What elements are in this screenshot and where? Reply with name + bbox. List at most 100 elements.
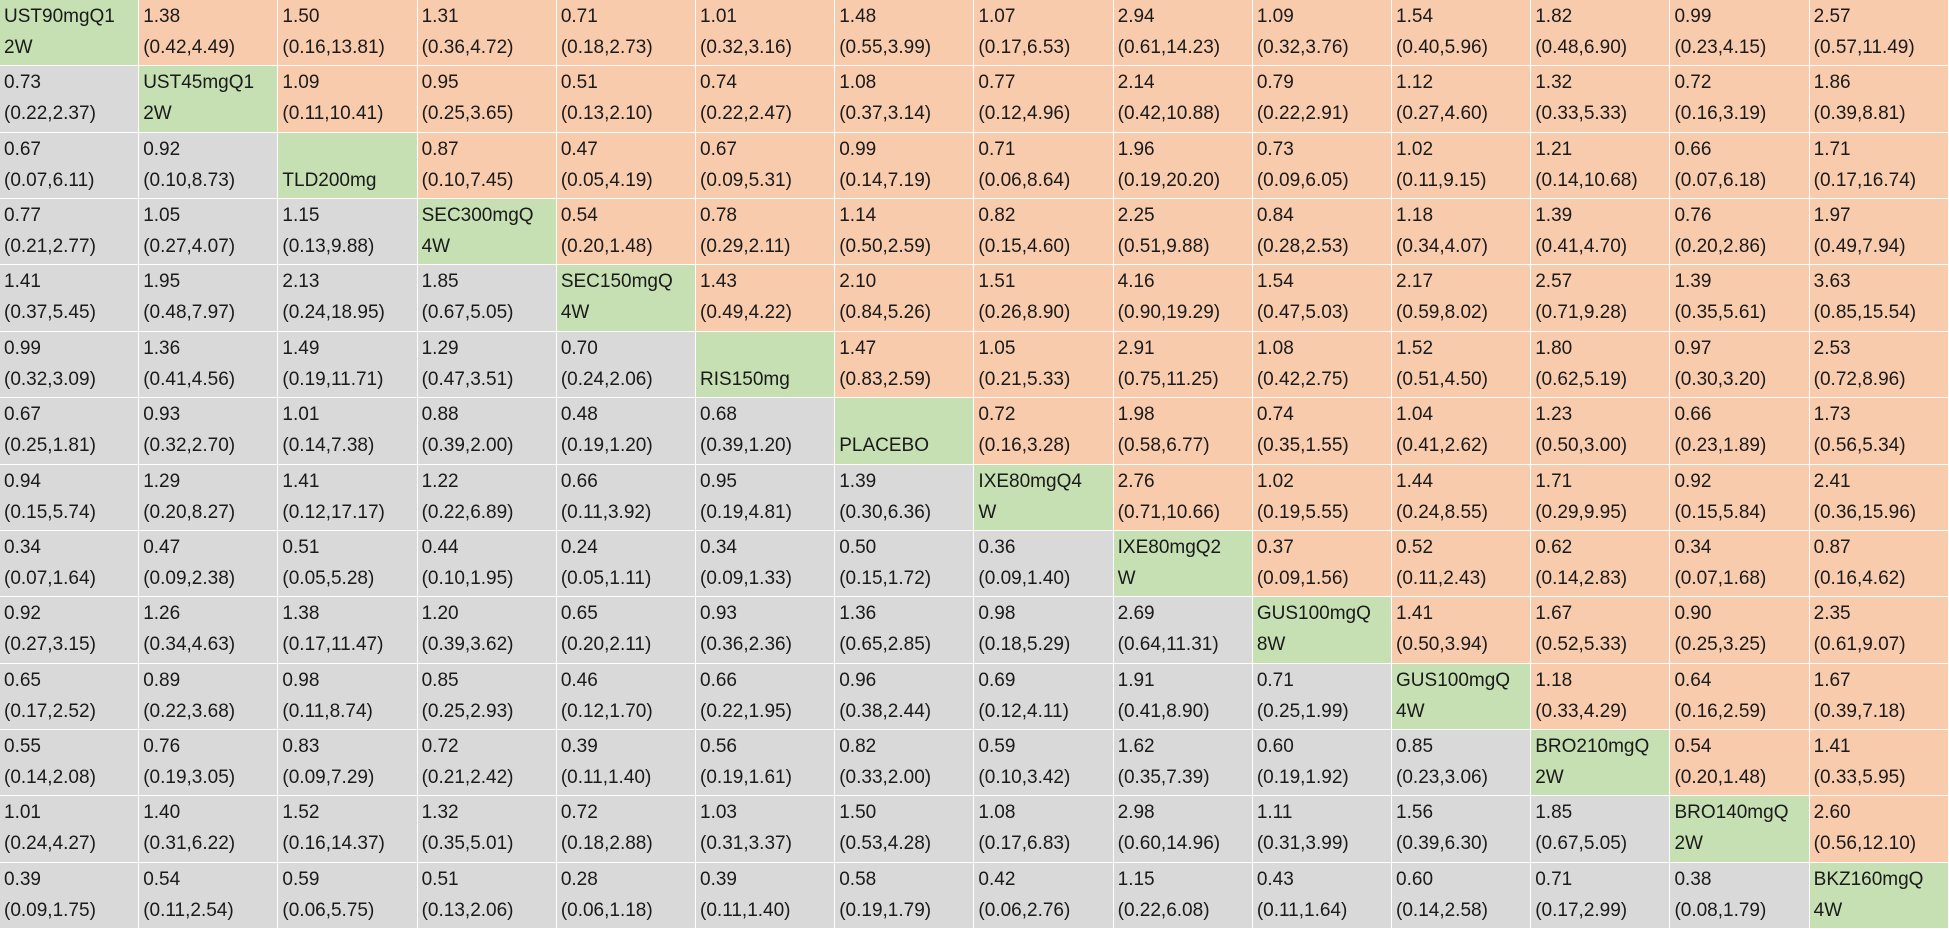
comparison-cell[interactable]: 1.02 (0.11,9.15): [1392, 132, 1532, 200]
comparison-cell[interactable]: 0.66 (0.11,3.92): [556, 464, 697, 531]
treatment-label-cell[interactable]: GUS100mgQ 4W: [1392, 663, 1532, 730]
comparison-cell[interactable]: 0.39 (0.09,1.75): [0, 862, 140, 929]
comparison-cell[interactable]: 1.47 (0.83,2.59): [835, 331, 975, 399]
comparison-cell[interactable]: 2.53 (0.72,8.96): [1809, 331, 1949, 399]
comparison-cell[interactable]: 1.31 (0.36,4.72): [417, 0, 557, 67]
comparison-cell[interactable]: 1.67 (0.52,5.33): [1531, 597, 1671, 664]
comparison-cell[interactable]: 4.16 (0.90,19.29): [1113, 265, 1253, 332]
comparison-cell[interactable]: 0.59 (0.06,5.75): [278, 862, 418, 929]
comparison-cell[interactable]: 1.41 (0.12,17.17): [278, 464, 418, 531]
comparison-cell[interactable]: 1.04 (0.41,2.62): [1392, 398, 1532, 465]
comparison-cell[interactable]: 1.50 (0.16,13.81): [278, 0, 418, 67]
comparison-cell[interactable]: 0.96 (0.38,2.44): [835, 663, 975, 730]
comparison-cell[interactable]: 0.88 (0.39,2.00): [417, 398, 557, 465]
comparison-cell[interactable]: 0.76 (0.19,3.05): [139, 729, 279, 797]
comparison-cell[interactable]: 1.29 (0.20,8.27): [139, 464, 279, 531]
comparison-cell[interactable]: 0.67 (0.07,6.11): [0, 132, 140, 200]
comparison-cell[interactable]: 2.57 (0.71,9.28): [1531, 265, 1671, 332]
comparison-cell[interactable]: 1.12 (0.27,4.60): [1392, 66, 1532, 133]
comparison-cell[interactable]: 0.56 (0.19,1.61): [696, 729, 836, 797]
comparison-cell[interactable]: 0.82 (0.33,2.00): [835, 729, 975, 797]
comparison-cell[interactable]: 0.34 (0.07,1.64): [0, 530, 140, 598]
comparison-cell[interactable]: 0.85 (0.25,2.93): [417, 663, 557, 730]
comparison-cell[interactable]: 0.44 (0.10,1.95): [417, 530, 557, 598]
comparison-cell[interactable]: 1.03 (0.31,3.37): [696, 796, 836, 863]
comparison-cell[interactable]: 1.09 (0.32,3.76): [1252, 0, 1393, 67]
comparison-cell[interactable]: 0.60 (0.19,1.92): [1252, 729, 1393, 797]
comparison-cell[interactable]: 0.72 (0.18,2.88): [556, 796, 697, 863]
comparison-cell[interactable]: 1.95 (0.48,7.97): [139, 265, 279, 332]
comparison-cell[interactable]: 0.42 (0.06,2.76): [974, 862, 1114, 929]
comparison-cell[interactable]: 1.40 (0.31,6.22): [139, 796, 279, 863]
comparison-cell[interactable]: 1.85 (0.67,5.05): [417, 265, 557, 332]
treatment-label-cell[interactable]: GUS100mgQ 8W: [1252, 597, 1393, 664]
comparison-cell[interactable]: 0.82 (0.15,4.60): [974, 199, 1114, 266]
comparison-cell[interactable]: 1.18 (0.33,4.29): [1531, 663, 1671, 730]
comparison-cell[interactable]: 1.85 (0.67,5.05): [1531, 796, 1671, 863]
comparison-cell[interactable]: 0.95 (0.25,3.65): [417, 66, 557, 133]
comparison-cell[interactable]: 1.52 (0.16,14.37): [278, 796, 418, 863]
comparison-cell[interactable]: 0.99 (0.23,4.15): [1670, 0, 1810, 67]
comparison-cell[interactable]: 1.38 (0.17,11.47): [278, 597, 418, 664]
comparison-cell[interactable]: 2.17 (0.59,8.02): [1392, 265, 1532, 332]
comparison-cell[interactable]: 0.94 (0.15,5.74): [0, 464, 140, 531]
comparison-cell[interactable]: 0.66 (0.23,1.89): [1670, 398, 1810, 465]
comparison-cell[interactable]: 1.44 (0.24,8.55): [1392, 464, 1532, 531]
comparison-cell[interactable]: 0.34 (0.07,1.68): [1670, 530, 1810, 598]
comparison-cell[interactable]: 1.15 (0.22,6.08): [1113, 862, 1253, 929]
treatment-label-cell[interactable]: UST45mgQ1 2W: [139, 66, 279, 133]
comparison-cell[interactable]: 0.95 (0.19,4.81): [696, 464, 836, 531]
comparison-cell[interactable]: 0.92 (0.10,8.73): [139, 132, 279, 200]
comparison-cell[interactable]: 0.69 (0.12,4.11): [974, 663, 1114, 730]
comparison-cell[interactable]: 0.54 (0.11,2.54): [139, 862, 279, 929]
comparison-cell[interactable]: 1.49 (0.19,11.71): [278, 331, 418, 399]
comparison-cell[interactable]: 0.73 (0.09,6.05): [1252, 132, 1393, 200]
comparison-cell[interactable]: 0.59 (0.10,3.42): [974, 729, 1114, 797]
comparison-cell[interactable]: 0.97 (0.30,3.20): [1670, 331, 1810, 399]
comparison-cell[interactable]: 0.51 (0.13,2.10): [556, 66, 697, 133]
treatment-label-cell[interactable]: BRO140mgQ 2W: [1670, 796, 1810, 863]
comparison-cell[interactable]: 1.80 (0.62,5.19): [1531, 331, 1671, 399]
comparison-cell[interactable]: 0.58 (0.19,1.79): [835, 862, 975, 929]
comparison-cell[interactable]: 1.62 (0.35,7.39): [1113, 729, 1253, 797]
comparison-cell[interactable]: 1.26 (0.34,4.63): [139, 597, 279, 664]
comparison-cell[interactable]: 0.77 (0.21,2.77): [0, 199, 140, 266]
comparison-cell[interactable]: 1.48 (0.55,3.99): [835, 0, 975, 67]
comparison-cell[interactable]: 1.05 (0.21,5.33): [974, 331, 1114, 399]
comparison-cell[interactable]: 0.66 (0.22,1.95): [696, 663, 836, 730]
comparison-cell[interactable]: 1.09 (0.11,10.41): [278, 66, 418, 133]
comparison-cell[interactable]: 1.22 (0.22,6.89): [417, 464, 557, 531]
comparison-cell[interactable]: 1.96 (0.19,20.20): [1113, 132, 1253, 200]
comparison-cell[interactable]: 1.39 (0.41,4.70): [1531, 199, 1671, 266]
comparison-cell[interactable]: 0.98 (0.18,5.29): [974, 597, 1114, 664]
comparison-cell[interactable]: 1.86 (0.39,8.81): [1809, 66, 1949, 133]
treatment-label-cell[interactable]: SEC300mgQ 4W: [417, 199, 557, 266]
comparison-cell[interactable]: 2.69 (0.64,11.31): [1113, 597, 1253, 664]
comparison-cell[interactable]: 1.32 (0.35,5.01): [417, 796, 557, 863]
comparison-cell[interactable]: 0.66 (0.07,6.18): [1670, 132, 1810, 200]
comparison-cell[interactable]: 0.72 (0.16,3.19): [1670, 66, 1810, 133]
comparison-cell[interactable]: 1.36 (0.41,4.56): [139, 331, 279, 399]
comparison-cell[interactable]: 0.47 (0.09,2.38): [139, 530, 279, 598]
comparison-cell[interactable]: 1.08 (0.17,6.83): [974, 796, 1114, 863]
comparison-cell[interactable]: 1.14 (0.50,2.59): [835, 199, 975, 266]
comparison-cell[interactable]: 1.41 (0.33,5.95): [1809, 729, 1949, 797]
comparison-cell[interactable]: 2.14 (0.42,10.88): [1113, 66, 1253, 133]
comparison-cell[interactable]: 1.05 (0.27,4.07): [139, 199, 279, 266]
comparison-cell[interactable]: 1.23 (0.50,3.00): [1531, 398, 1671, 465]
comparison-cell[interactable]: 0.39 (0.11,1.40): [696, 862, 836, 929]
comparison-cell[interactable]: 1.01 (0.24,4.27): [0, 796, 140, 863]
comparison-cell[interactable]: 0.62 (0.14,2.83): [1531, 530, 1671, 598]
comparison-cell[interactable]: 1.01 (0.32,3.16): [696, 0, 836, 67]
comparison-cell[interactable]: 0.99 (0.32,3.09): [0, 331, 140, 399]
comparison-cell[interactable]: 2.98 (0.60,14.96): [1113, 796, 1253, 863]
comparison-cell[interactable]: 1.18 (0.34,4.07): [1392, 199, 1532, 266]
comparison-cell[interactable]: 1.98 (0.58,6.77): [1113, 398, 1253, 465]
comparison-cell[interactable]: 1.11 (0.31,3.99): [1252, 796, 1393, 863]
comparison-cell[interactable]: 2.35 (0.61,9.07): [1809, 597, 1949, 664]
comparison-cell[interactable]: 3.63 (0.85,15.54): [1809, 265, 1949, 332]
comparison-cell[interactable]: 1.56 (0.39,6.30): [1392, 796, 1532, 863]
comparison-cell[interactable]: 1.38 (0.42,4.49): [139, 0, 279, 67]
comparison-cell[interactable]: 0.73 (0.22,2.37): [0, 66, 140, 133]
comparison-cell[interactable]: 0.67 (0.09,5.31): [696, 132, 836, 200]
